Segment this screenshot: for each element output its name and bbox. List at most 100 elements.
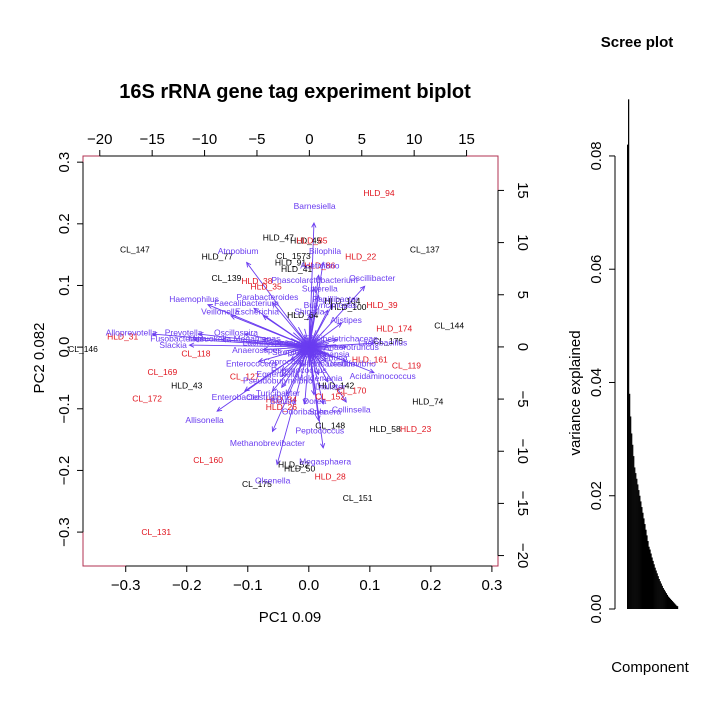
variable-label: Roseburia (309, 352, 348, 362)
loading-arrow-head (216, 406, 223, 412)
variable-label: Bilophila (309, 246, 341, 256)
sample-label: HLD_161 (352, 354, 388, 364)
scree-bar (637, 484, 639, 609)
x-tick-label: 0.1 (359, 577, 380, 594)
scree-bar (660, 583, 662, 609)
sample-label: CL_151 (343, 493, 373, 503)
variable-label: Holdemania (297, 373, 343, 383)
variable-label: Fusobacterium (150, 334, 206, 344)
variable-label: Akkermansia (301, 349, 350, 359)
y-tick-label: −0.1 (56, 394, 73, 424)
loading-arrow-head (281, 382, 287, 389)
secondary-y-tick-label: 5 (514, 291, 531, 299)
sample-label: CL_152 (315, 391, 345, 401)
scree-bar (634, 467, 636, 609)
scree-bar (650, 553, 652, 609)
loading-arrow-head (320, 443, 326, 449)
variable-label: Shigella (294, 306, 325, 316)
loading-arrow-head (285, 389, 291, 396)
biplot: 16S rRNA gene tag experiment biplot −0.3… (31, 81, 531, 626)
loading-arrow-head (314, 369, 320, 376)
variable-label: Acetivibrio (300, 261, 339, 271)
variable-label: Turicibacter (256, 388, 300, 398)
scree-bar (627, 144, 629, 609)
loading-arrow-head (188, 342, 195, 348)
sample-label: CL_144 (434, 321, 464, 331)
scree-bar (674, 604, 677, 609)
biplot-secondary-x-axis: −20 −15 −10 −5 0 5 10 15 (87, 131, 475, 157)
sample-label: HLD_174 (376, 324, 412, 334)
loading-arrow-head (220, 337, 227, 343)
scree-bar (656, 573, 658, 609)
variable-label: Sphaera (309, 407, 341, 417)
loading-arrow-head (243, 386, 250, 392)
variable-label: Dialister (315, 382, 346, 392)
sample-label: HLD_41 (281, 264, 312, 274)
secondary-x-tick-label: 5 (358, 131, 366, 148)
secondary-y-tick-label: −5 (514, 391, 531, 408)
variable-label: Anaerostipes (232, 345, 282, 355)
variable-label: Coprococcus (264, 357, 314, 367)
scree-bar (671, 601, 674, 609)
loading-arrow-head (368, 368, 375, 374)
variable-label: Ruminococcus (271, 365, 327, 375)
variable-label: Olsenella (255, 475, 291, 485)
variable-label: Blautia (270, 396, 296, 406)
sample-label: CL_146 (68, 344, 98, 354)
sample-label: HLD_22 (345, 251, 376, 261)
loading-arrow-head (315, 274, 321, 281)
variable-label: Erysipelotrichaceae (304, 334, 378, 344)
loading-arrow-head (319, 261, 326, 268)
loading-arrow-head (336, 322, 343, 328)
variable-label: Parabacteroides (236, 292, 298, 302)
scree-title: Scree plot (601, 34, 674, 51)
sample-label: CL_119 (392, 361, 421, 371)
loading-arrow-core (297, 326, 310, 348)
y-tick-label: 0.2 (56, 213, 73, 234)
loading-arrow-head (151, 331, 158, 337)
scree-bar (648, 546, 650, 609)
loading-arrow-head (321, 356, 327, 363)
y-tick-label: 0.1 (56, 275, 73, 296)
loading-arrow-head (253, 307, 260, 313)
variable-label: Escherichia (235, 306, 279, 316)
variable-label: Sutterella (302, 283, 338, 293)
loading-arrow-head (341, 396, 347, 403)
scree-x-label: Component (611, 659, 689, 676)
sample-label: HLD_58 (370, 424, 401, 434)
loading-arrow (304, 346, 310, 404)
sample-label: HLD_77 (202, 251, 233, 261)
scree-bar (639, 495, 641, 609)
loading-arrow (308, 346, 324, 404)
scree-bar (651, 557, 653, 609)
sample-label: CL_170 (337, 385, 367, 395)
loading-arrow (230, 315, 310, 348)
variable-label: Haemophilus (169, 294, 219, 304)
scree-bar (652, 560, 654, 609)
scree-bar (629, 393, 631, 609)
scree-bar (672, 602, 675, 609)
loading-arrow (276, 346, 310, 465)
sample-label: HLD_23 (400, 424, 431, 434)
x-tick-label: 0.2 (420, 577, 441, 594)
sample-label: HLD_26 (266, 402, 297, 412)
variable-label: Odoribacter (282, 407, 327, 417)
variable-label: Bifidobacterium (299, 359, 358, 369)
loading-arrow (308, 288, 315, 347)
biplot-x-axis: −0.3 −0.2 −0.1 0.0 0.1 0.2 0.3 (111, 565, 502, 594)
scree-bar (646, 535, 648, 609)
biplot-title: 16S rRNA gene tag experiment biplot (119, 81, 471, 103)
variable-label: Lactobacillus (358, 338, 407, 348)
sample-label: HLD_47 (263, 232, 294, 242)
loading-arrow-head (271, 386, 278, 392)
loading-arrow-head (332, 338, 339, 344)
biplot-x-label: PC1 0.09 (259, 609, 322, 626)
biplot-secondary-y-axis: −20 −15 −10 −5 0 5 10 15 (497, 182, 531, 568)
variable-labels: Barnesiella Atopobium Bilophila Acetivibrio… (106, 201, 416, 485)
x-tick-label: −0.2 (172, 577, 202, 594)
y-tick-label: −0.3 (56, 517, 73, 547)
scree-bar (640, 501, 642, 609)
sample-label: CL_175 (242, 479, 272, 489)
sample-label: CL_131 (141, 527, 171, 537)
scree-bar (669, 598, 672, 609)
